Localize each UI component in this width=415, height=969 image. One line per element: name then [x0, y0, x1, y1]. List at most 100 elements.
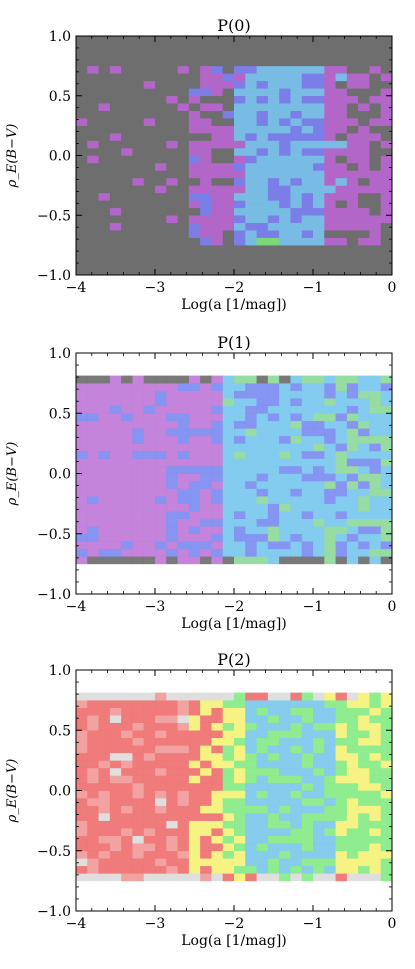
heatmap-cell — [177, 58, 190, 67]
heatmap-cell — [132, 155, 145, 164]
heatmap-cell — [87, 110, 99, 119]
heatmap-cell — [234, 865, 246, 874]
heatmap-cell — [256, 200, 269, 209]
heatmap-cell — [335, 473, 348, 482]
heatmap-cell — [267, 722, 280, 731]
heatmap-cell — [301, 207, 314, 216]
heatmap-cell — [245, 745, 257, 754]
heatmap-cell — [155, 850, 167, 859]
heatmap-cell — [121, 790, 133, 799]
heatmap-cell — [256, 533, 269, 542]
heatmap-cell — [369, 873, 382, 882]
heatmap-cell — [346, 162, 359, 171]
heatmap-cell — [324, 828, 336, 836]
heatmap-cell — [132, 722, 145, 731]
heatmap-cell — [98, 865, 111, 874]
heatmap-cell — [76, 503, 88, 512]
heatmap-cell — [87, 245, 99, 253]
heatmap-cell — [177, 405, 190, 414]
heatmap-cell — [76, 435, 88, 444]
heatmap-cells — [76, 692, 393, 882]
heatmap-cell — [143, 782, 156, 791]
heatmap-cell — [358, 252, 370, 261]
y-tick-label: 1.0 — [49, 29, 71, 45]
heatmap-cell — [76, 813, 88, 821]
heatmap-cell — [222, 170, 235, 179]
heatmap-cell — [301, 865, 314, 874]
heatmap-cell — [369, 805, 382, 814]
heatmap-cell — [346, 798, 359, 806]
heatmap-cell — [200, 155, 212, 164]
heatmap-cell — [143, 858, 156, 867]
heatmap-cell — [380, 200, 393, 209]
heatmap-cell — [121, 192, 133, 201]
heatmap-cell — [76, 782, 88, 791]
heatmap-cell — [155, 843, 167, 852]
heatmap-cell — [166, 118, 178, 126]
heatmap-cell — [256, 398, 269, 407]
heatmap-cell — [369, 162, 382, 171]
heatmap-cell — [87, 481, 99, 489]
heatmap-cell — [234, 260, 246, 268]
heatmap-cell — [177, 843, 190, 852]
heatmap-cell — [380, 237, 393, 246]
heatmap-cell — [301, 170, 314, 179]
heatmap-cell — [121, 556, 133, 565]
heatmap-cell — [290, 65, 303, 74]
heatmap-cell — [143, 260, 156, 268]
heatmap-cell — [267, 760, 280, 769]
heatmap-cell — [211, 511, 224, 519]
heatmap-cell — [335, 88, 348, 97]
heatmap-cell — [267, 865, 280, 874]
heatmap-cell — [234, 873, 246, 882]
heatmap-cell — [76, 730, 88, 739]
heatmap-cell — [324, 185, 336, 194]
heatmap-cell — [279, 820, 291, 829]
heatmap-cell — [132, 413, 145, 422]
heatmap-cell — [132, 95, 145, 104]
heatmap-cell — [98, 473, 111, 482]
heatmap-cell — [279, 383, 291, 391]
heatmap-cell — [358, 230, 370, 238]
heatmap-cell — [188, 375, 201, 384]
heatmap-cell — [301, 496, 314, 504]
heatmap-cell — [234, 790, 246, 799]
heatmap-cell — [177, 88, 190, 97]
heatmap-cell — [155, 858, 167, 867]
heatmap-cell — [301, 36, 314, 44]
heatmap-cell — [155, 775, 167, 784]
heatmap-cell — [369, 80, 382, 89]
heatmap-cell — [234, 835, 246, 844]
heatmap-cell — [346, 805, 359, 814]
heatmap-cell — [234, 473, 246, 482]
heatmap-cell — [245, 715, 257, 724]
heatmap-cell — [177, 790, 190, 799]
heatmap-cell — [177, 798, 190, 806]
heatmap-cell — [380, 260, 393, 268]
heatmap-cell — [200, 828, 212, 836]
heatmap-cell — [76, 88, 88, 97]
heatmap-cell — [177, 177, 190, 186]
heatmap-cell — [380, 50, 393, 59]
heatmap-cell — [279, 222, 291, 231]
heatmap-cell — [279, 215, 291, 224]
heatmap-cell — [234, 488, 246, 497]
heatmap-cell — [369, 170, 382, 179]
heatmap-cell — [155, 428, 167, 437]
heatmap-cell — [76, 140, 88, 149]
heatmap-cell — [290, 707, 303, 716]
heatmap-cell — [358, 481, 370, 489]
heatmap-cell — [98, 533, 111, 542]
heatmap-cell — [267, 873, 280, 882]
heatmap-cell — [358, 722, 370, 731]
heatmap-cell — [234, 88, 246, 97]
heatmap-cell — [335, 43, 348, 52]
heatmap-cell — [267, 692, 280, 701]
heatmap-cell — [121, 383, 133, 391]
heatmap-cell — [222, 103, 235, 111]
heatmap-cell — [109, 58, 122, 67]
heatmap-cell — [301, 526, 314, 535]
heatmap-cell — [256, 450, 269, 459]
heatmap-cell — [290, 533, 303, 542]
heatmap-cell — [301, 237, 314, 246]
